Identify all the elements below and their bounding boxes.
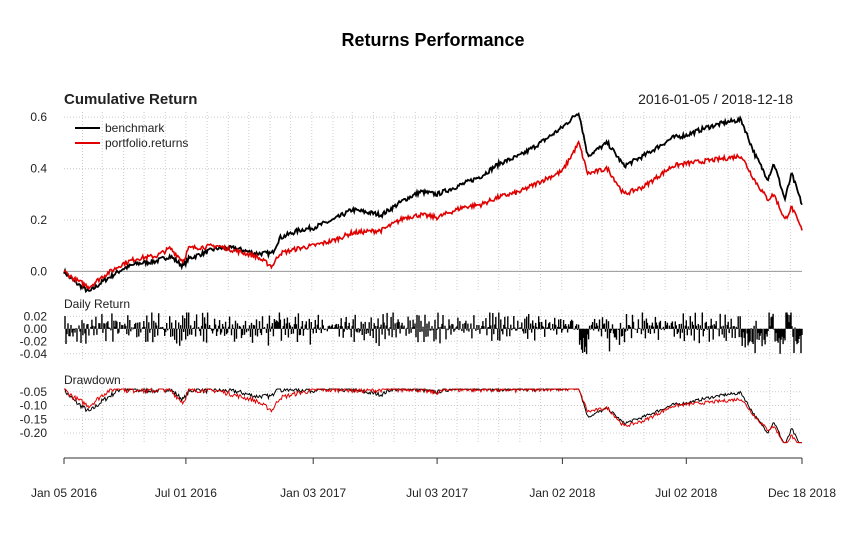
series-lines xyxy=(63,111,803,444)
daily-return-bars xyxy=(64,312,803,355)
y-tick-label: -0.20 xyxy=(20,426,48,440)
legend-label-portfolio: portfolio.returns xyxy=(105,136,188,150)
x-tick-label: Jul 02 2018 xyxy=(655,486,717,500)
x-tick-label: Jul 01 2016 xyxy=(155,486,217,500)
x-tick-label: Jan 03 2017 xyxy=(280,486,346,500)
panel-label-drawdown: Drawdown xyxy=(64,373,121,387)
x-tick-label: Jan 02 2018 xyxy=(529,486,595,500)
chart-title: Returns Performance xyxy=(341,30,524,50)
y-tick-label: 0.00 xyxy=(24,322,48,336)
line-benchmark xyxy=(63,111,803,294)
y-tick-label: -0.10 xyxy=(20,399,48,413)
x-tick-label: Dec 18 2018 xyxy=(768,486,836,500)
date-range: 2016-01-05 / 2018-12-18 xyxy=(638,91,793,107)
y-tick-label: 0.2 xyxy=(30,213,47,227)
chart-subtitle: Cumulative Return xyxy=(64,91,197,108)
y-tick-label: 0.4 xyxy=(30,162,47,176)
y-tick-label: 0.6 xyxy=(30,110,47,124)
x-tick-label: Jul 03 2017 xyxy=(406,486,468,500)
drawdown-portfolio-returns xyxy=(64,387,802,444)
y-tick-label: -0.04 xyxy=(20,347,48,361)
y-tick-label: -0.15 xyxy=(20,412,48,426)
y-tick-label: 0.0 xyxy=(30,264,47,278)
y-tick-label: 0.02 xyxy=(24,309,48,323)
line-portfolio-returns xyxy=(63,140,803,291)
y-tick-label: -0.05 xyxy=(20,385,48,399)
legend-label-benchmark: benchmark xyxy=(105,121,165,135)
x-tick-label: Jan 05 2016 xyxy=(31,486,97,500)
y-tick-label: -0.02 xyxy=(20,334,48,348)
legend: benchmark portfolio.returns xyxy=(75,121,188,150)
panel-label-daily-return: Daily Return xyxy=(64,297,130,311)
axes: 0.0 0.2 0.4 0.6 0.020.00-0.02-0.04 -0.05-0.10… xyxy=(20,110,837,500)
